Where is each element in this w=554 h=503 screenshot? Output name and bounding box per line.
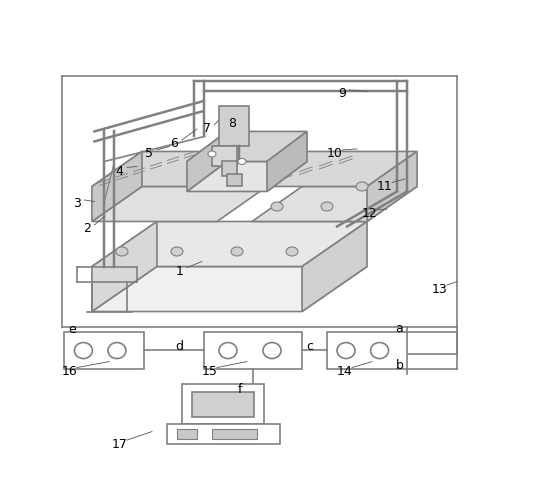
Text: 15: 15 (202, 365, 217, 378)
Text: 17: 17 (111, 438, 127, 451)
Polygon shape (367, 151, 417, 221)
Text: 13: 13 (432, 283, 448, 296)
Bar (182, 384, 264, 424)
Bar (192, 391, 254, 416)
Text: 12: 12 (362, 207, 377, 220)
Ellipse shape (74, 343, 93, 359)
Ellipse shape (238, 158, 246, 164)
Ellipse shape (108, 343, 126, 359)
Text: 16: 16 (61, 365, 77, 378)
Text: a: a (396, 322, 403, 335)
Text: f: f (237, 383, 242, 395)
Polygon shape (92, 267, 367, 311)
Text: d: d (176, 340, 183, 353)
Polygon shape (187, 161, 307, 192)
Text: 5: 5 (146, 147, 153, 160)
Polygon shape (92, 151, 142, 221)
Ellipse shape (231, 247, 243, 256)
Bar (64, 331, 145, 369)
Text: 14: 14 (337, 365, 352, 378)
Bar (204, 331, 302, 369)
Ellipse shape (171, 247, 183, 256)
Ellipse shape (337, 343, 355, 359)
Bar (327, 331, 407, 369)
Polygon shape (267, 131, 307, 192)
Ellipse shape (116, 247, 128, 256)
Text: 10: 10 (327, 147, 342, 160)
Text: 7: 7 (203, 122, 211, 135)
Text: 9: 9 (338, 88, 346, 101)
Bar (212, 429, 257, 439)
Polygon shape (92, 151, 267, 187)
Text: 3: 3 (73, 198, 81, 210)
Ellipse shape (321, 202, 333, 211)
Bar (212, 146, 237, 166)
Text: 11: 11 (377, 180, 392, 193)
Polygon shape (187, 131, 307, 161)
Ellipse shape (371, 343, 388, 359)
Ellipse shape (286, 247, 298, 256)
Text: 6: 6 (171, 137, 178, 150)
Polygon shape (302, 221, 367, 311)
Text: e: e (68, 322, 76, 336)
Text: b: b (396, 359, 403, 372)
Text: 4: 4 (115, 165, 124, 178)
Bar (219, 107, 249, 146)
Polygon shape (252, 187, 417, 221)
Polygon shape (252, 151, 417, 187)
Bar (177, 429, 197, 439)
Ellipse shape (356, 182, 368, 191)
Bar (227, 174, 242, 187)
Text: 2: 2 (83, 222, 91, 235)
Bar (167, 424, 280, 444)
Polygon shape (92, 221, 367, 267)
Ellipse shape (263, 343, 281, 359)
Text: 8: 8 (228, 117, 236, 130)
Bar (222, 161, 237, 177)
Ellipse shape (271, 202, 283, 211)
Text: c: c (306, 340, 313, 353)
Ellipse shape (208, 151, 216, 157)
Ellipse shape (219, 343, 237, 359)
Text: 1: 1 (176, 265, 183, 278)
Polygon shape (92, 221, 157, 311)
Polygon shape (187, 131, 227, 192)
Polygon shape (92, 187, 267, 221)
